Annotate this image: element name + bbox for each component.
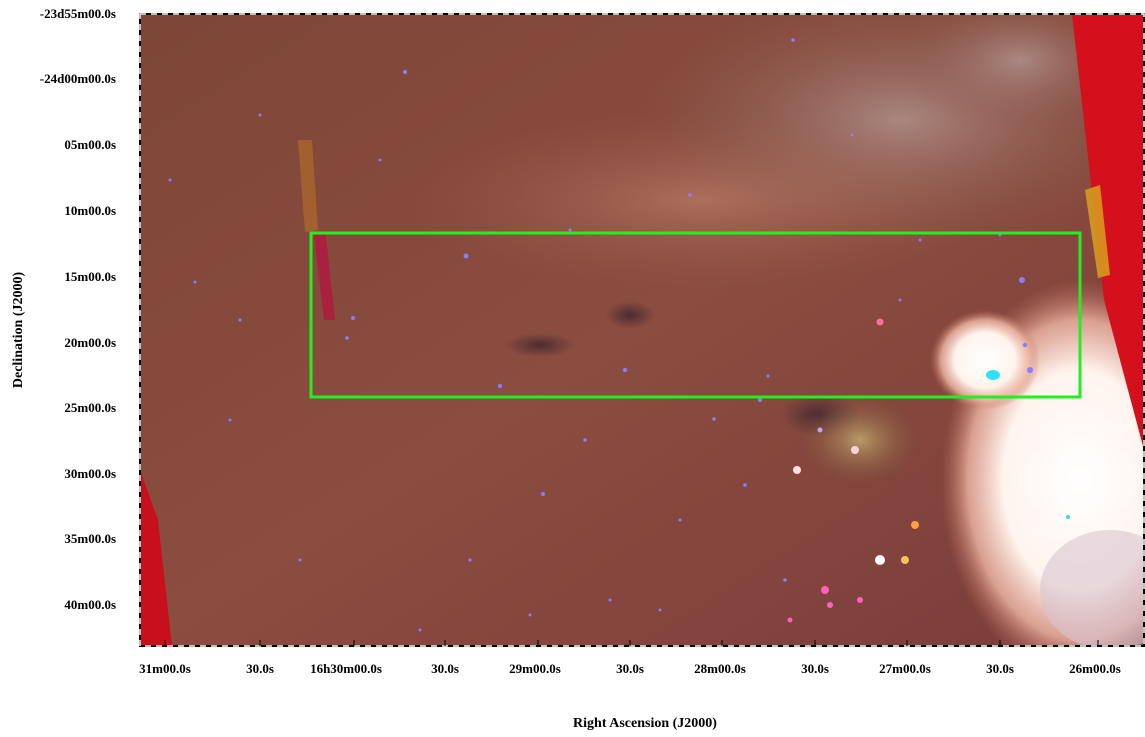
- bright-stars: [787, 318, 1070, 623]
- x-ticks: [164, 640, 1099, 646]
- y-tick-label: -24d00m00.0s: [40, 71, 116, 86]
- y-tick-label: -23d55m00.0s: [40, 6, 116, 21]
- y-tick-labels: -23d55m00.0s -24d00m00.0s 05m00.0s 10m00…: [40, 6, 116, 612]
- y-tick-label: 10m00.0s: [64, 203, 116, 218]
- x-tick-label: 29m00.0s: [509, 661, 561, 676]
- x-tick-label: 16h30m00.0s: [310, 661, 382, 676]
- y-axis-title: Declination (J2000): [11, 272, 26, 389]
- y-tick-label: 05m00.0s: [64, 137, 116, 152]
- y-tick-label: 40m00.0s: [64, 597, 116, 612]
- y-tick-label: 30m00.0s: [64, 466, 116, 481]
- x-tick-label: 30.0s: [616, 661, 644, 676]
- x-tick-labels: 31m00.0s 30.0s 16h30m00.0s 30.0s 29m00.0…: [139, 661, 1121, 676]
- x-tick-label: 30.0s: [431, 661, 459, 676]
- x-tick-label: 30.0s: [246, 661, 274, 676]
- x-tick-label: 31m00.0s: [139, 661, 191, 676]
- x-tick-label: 30.0s: [986, 661, 1014, 676]
- nebula-image: [140, 14, 1144, 646]
- y-tick-label: 35m00.0s: [64, 531, 116, 546]
- x-axis-title: Right Ascension (J2000): [573, 716, 717, 731]
- x-tick-label: 30.0s: [801, 661, 829, 676]
- x-tick-label: 26m00.0s: [1069, 661, 1121, 676]
- y-tick-label: 20m00.0s: [64, 335, 116, 350]
- x-tick-label: 27m00.0s: [879, 661, 931, 676]
- star-field: [168, 38, 1033, 632]
- x-tick-label: 28m00.0s: [694, 661, 746, 676]
- region-box: [309, 231, 1082, 399]
- y-tick-label: 25m00.0s: [64, 400, 116, 415]
- y-tick-label: 15m00.0s: [64, 269, 116, 284]
